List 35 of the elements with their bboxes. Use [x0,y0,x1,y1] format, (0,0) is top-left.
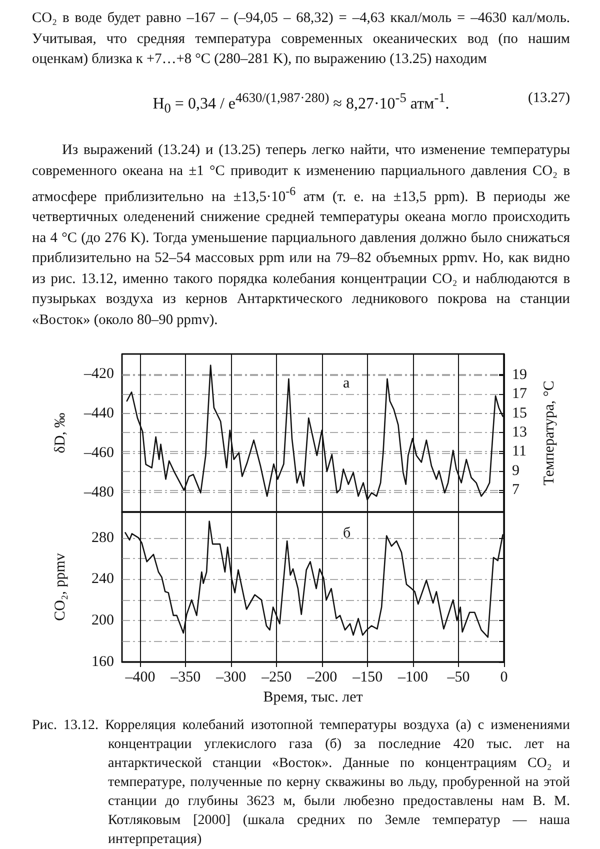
y2-tick-label: 13 [512,424,527,441]
x-tick-label: –50 [446,670,470,686]
y-tick-label: –480 [83,484,114,500]
x-tick-label: –300 [215,670,246,686]
y-tick-label: 200 [92,612,114,629]
x-tick-label: –100 [397,670,428,686]
x-tick-label: –400 [124,670,156,686]
y2-axis-title: Температура, °C [542,380,558,486]
text: Рис. 13.12. Корреляция колебаний изотопной температуры воздуха (а) с изменениями концентрации углекислого газа (б) за последние 420 тыс. лет на антарктической станции «Восток». Данные по концентрациям CO₂ и температуре, полученные по керну скважины во льду, пробуренной на этой станции до глубины 3623 м, были любезно предоставлены нам В. М. Котляковым [2000] (шкала средних по Земле температур — наша интерпретация) [32,717,570,849]
y-tick-label: 160 [92,654,114,670]
y-axis-title: CO₂, ppmv [52,552,68,621]
annotation: б [343,526,351,542]
x-tick-label: 0 [500,670,508,686]
x-tick-label: –150 [352,670,383,686]
text: Из выражений (13.24) и (13.25) теперь легко найти, что изменение температуры современного океана на ±1 °C приводит к изменению парциального давления CO₂ в атмосфере приблизительно на ±13,5·10$^{-6}$ атм (т. е. на ±13,5 ppm). В периоды же четвертичных оледенений снижение средней температуры океана могло происходить на 4 °C (до 276 K). Тогда уменьшение парциального давления должно было снижаться приблизительно на 52–54 массовых ppm или на 79–82 объемных ppmv. Но, как видно из рис. 13.12, именно такого порядка колебания концентрации CO₂ и наблюдаются в пузырьках воздуха из кернов Антарктического ледникового покрова на станции «Восток» (около 80–90 ppmv). [32,142,570,328]
text: H$_{0}$ = 0,34 / e$^{4630/(1,987·280)}$ ≈ 8,27·10$^{-5}$ атм$^{-1}$. [152,90,450,116]
x-axis-title: Время, тыс. лет [263,690,364,706]
y2-tick-label: 11 [512,444,526,460]
y-tick-label: –440 [83,405,114,422]
y2-tick-label: 19 [512,367,527,384]
y-tick-label: 280 [92,530,114,546]
y-axis-title: δD, ‰ [52,412,68,454]
y-tick-label: 240 [92,571,114,588]
y2-tick-label: 17 [512,386,528,402]
text: (13.27) [528,89,570,108]
annotation: а [343,376,350,392]
x-tick-label: –350 [170,670,201,686]
x-tick-label: –200 [306,670,338,686]
y2-tick-label: 15 [512,405,527,422]
y2-tick-label: 7 [512,482,520,498]
y-tick-label: –460 [83,444,114,461]
y2-tick-label: 9 [512,462,520,479]
text: CO₂ в воде будет равно –167 – (–94,05 – 68,32) = –4,63 ккал/моль = –4630 кал/моль. Учитывая, что средняя температура современных океанических вод (по нашим оценкам) близка к +7…+8 °C (280–281 K), по выражению (13.25) находим [32,9,570,69]
x-tick-label: –250 [260,670,292,686]
y-tick-label: –420 [83,366,114,382]
